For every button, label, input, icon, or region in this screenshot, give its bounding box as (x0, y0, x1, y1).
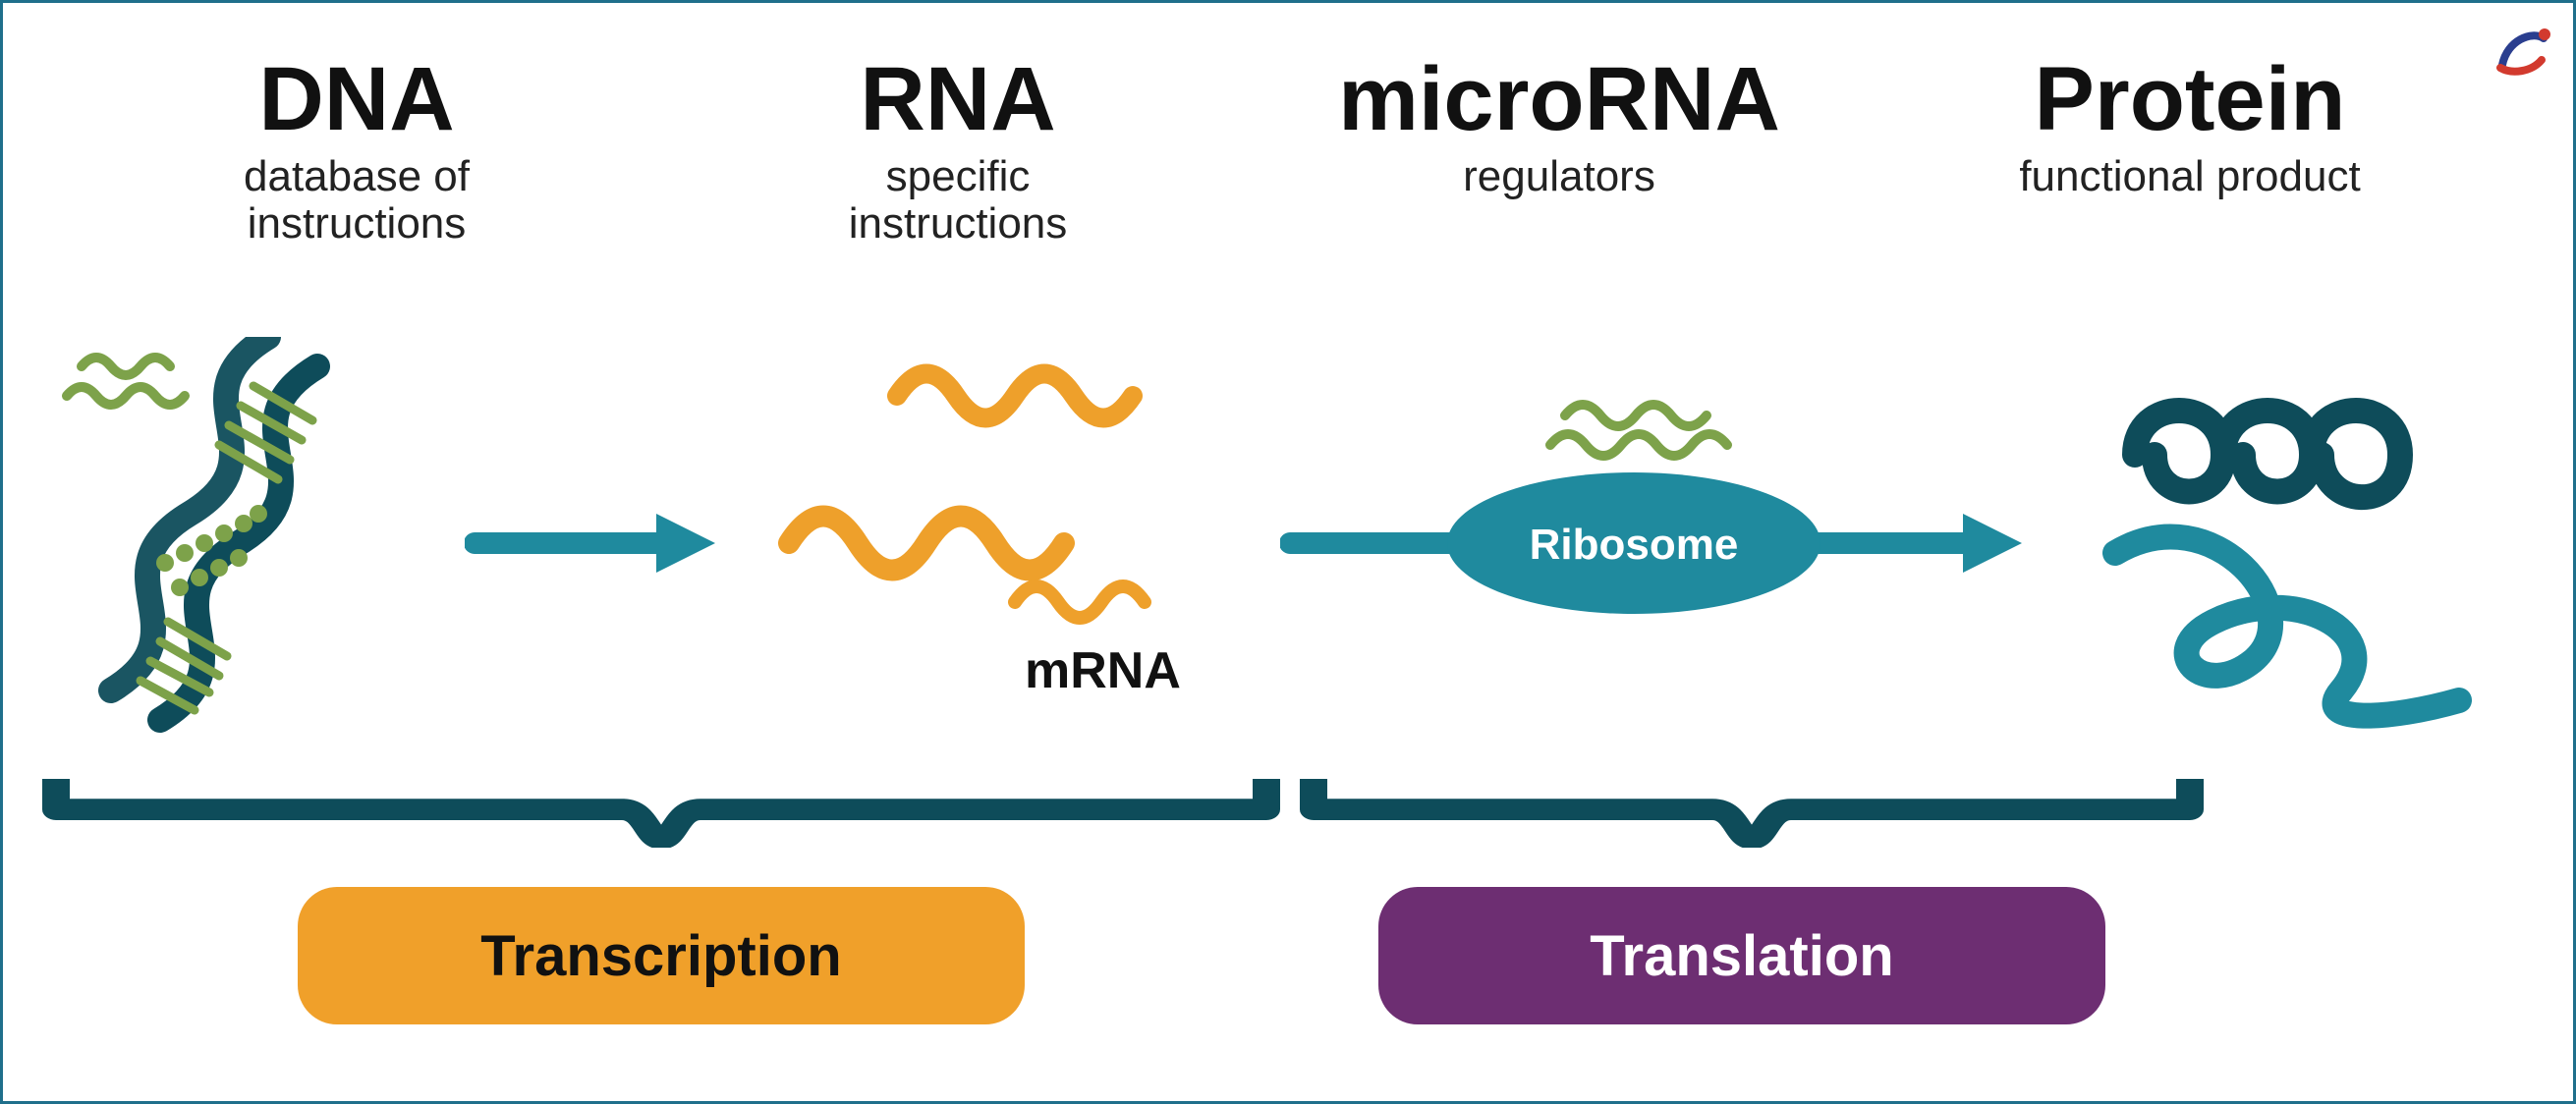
title-microrna: microRNA (1338, 52, 1780, 147)
heading-row: DNA database of instructions RNA specifi… (3, 3, 2573, 248)
pill-translation: Translation (1378, 887, 2105, 1024)
process-pill-row: Transcription Translation (3, 887, 2573, 1054)
diagram-frame: DNA database of instructions RNA specifi… (0, 0, 2576, 1104)
mrna-label: mRNA (1025, 641, 1181, 700)
illustration-row: mRNA Ribosome (3, 337, 2573, 769)
col-dna: DNA database of instructions (101, 52, 612, 248)
title-dna: DNA (258, 52, 454, 147)
pill-translation-label: Translation (1590, 923, 1893, 989)
ribosome-label: Ribosome (1530, 521, 1739, 569)
protein-icon (2096, 357, 2508, 730)
col-protein: Protein functional product (1905, 52, 2475, 200)
title-protein: Protein (2035, 52, 2346, 147)
col-microrna: microRNA regulators (1304, 52, 1815, 200)
subtitle-microrna: regulators (1463, 153, 1655, 200)
dna-icon (62, 337, 475, 749)
pill-transcription: Transcription (298, 887, 1025, 1024)
ribosome-arrow-icon: Ribosome (1280, 396, 2027, 651)
title-rna: RNA (860, 52, 1055, 147)
subtitle-dna: database of instructions (244, 153, 470, 248)
logo-icon (2492, 21, 2551, 80)
bracket-row (3, 779, 2573, 897)
bracket-transcription-icon (42, 779, 1280, 848)
subtitle-rna: specific instructions (849, 153, 1068, 248)
pill-transcription-label: Transcription (480, 923, 841, 989)
col-rna: RNA specific instructions (702, 52, 1213, 248)
arrow-icon (465, 494, 720, 592)
subtitle-protein: functional product (2019, 153, 2360, 200)
bracket-translation-icon (1300, 779, 2204, 848)
